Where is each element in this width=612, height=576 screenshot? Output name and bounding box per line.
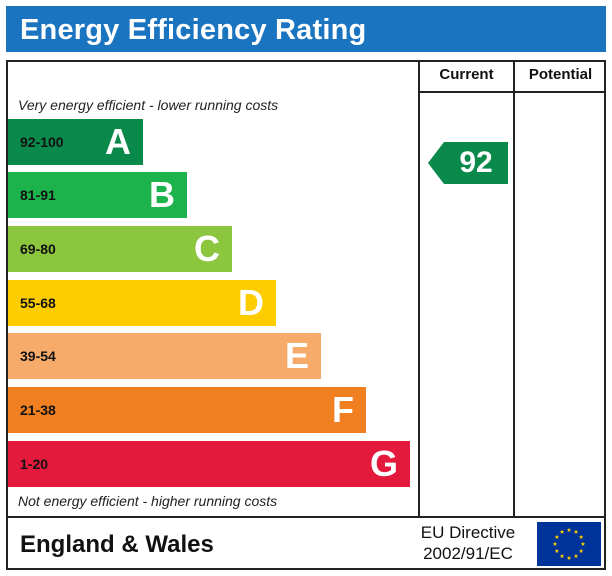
flag-star (566, 527, 572, 532)
band-letter: A (105, 121, 131, 162)
flag-star (554, 534, 560, 539)
flag-star (578, 534, 584, 539)
band-range-label: 92-100 (20, 134, 64, 150)
arrow-shape (428, 142, 508, 184)
flag-star (580, 541, 586, 546)
potential-column-header: Potential (528, 66, 593, 83)
band-letter: B (149, 174, 175, 215)
page-title: Energy Efficiency Rating (20, 14, 367, 46)
eu-directive-line2: 2002/91/EC (423, 544, 513, 563)
current-column-header: Current (439, 66, 494, 83)
flag-star (552, 541, 558, 546)
band-range-label: 39-54 (20, 348, 56, 364)
column-divider-potential (513, 60, 515, 518)
band-range-label: 21-38 (20, 402, 56, 418)
title-bar: Energy Efficiency Rating (6, 6, 606, 52)
header-row-divider (418, 91, 606, 93)
band-range-label: 81-91 (20, 187, 56, 203)
band-c: 69-80 C (8, 226, 232, 272)
bottom-caption: Not energy efficient - higher running co… (18, 493, 278, 509)
band-letter: F (332, 389, 354, 430)
band-g: 1-20 G (8, 441, 410, 487)
flag-star (578, 548, 584, 553)
flag-star (566, 555, 572, 560)
band-letter: G (369, 443, 398, 484)
band-d: 55-68 D (8, 280, 276, 326)
band-letter: D (238, 282, 264, 323)
eu-directive-line1: EU Directive (420, 523, 516, 542)
band-letter: C (194, 228, 220, 269)
top-caption: Very energy efficient - lower running co… (18, 97, 279, 113)
current-rating-value: 92 (459, 146, 493, 179)
flag-star (573, 529, 579, 534)
flag-star (573, 553, 579, 559)
band-b: 81-91 B (8, 172, 187, 218)
current-rating-arrow: 92 (428, 142, 508, 184)
flag-star (554, 548, 560, 553)
band-range-label: 1-20 (20, 456, 49, 472)
eu-flag-icon (537, 522, 601, 566)
region-label: England & Wales (20, 531, 214, 558)
band-f: 21-38 F (8, 387, 366, 433)
band-letter: E (284, 335, 309, 376)
flag-star (559, 529, 565, 534)
footer-divider (6, 516, 606, 518)
band-range-label: 69-80 (20, 241, 56, 257)
flag-star (559, 553, 565, 559)
rating-table (6, 60, 606, 570)
band-e: 39-54 E (8, 333, 321, 379)
band-a: 92-100 A (8, 119, 143, 165)
band-range-label: 55-68 (20, 295, 56, 311)
column-divider-current (418, 60, 420, 518)
